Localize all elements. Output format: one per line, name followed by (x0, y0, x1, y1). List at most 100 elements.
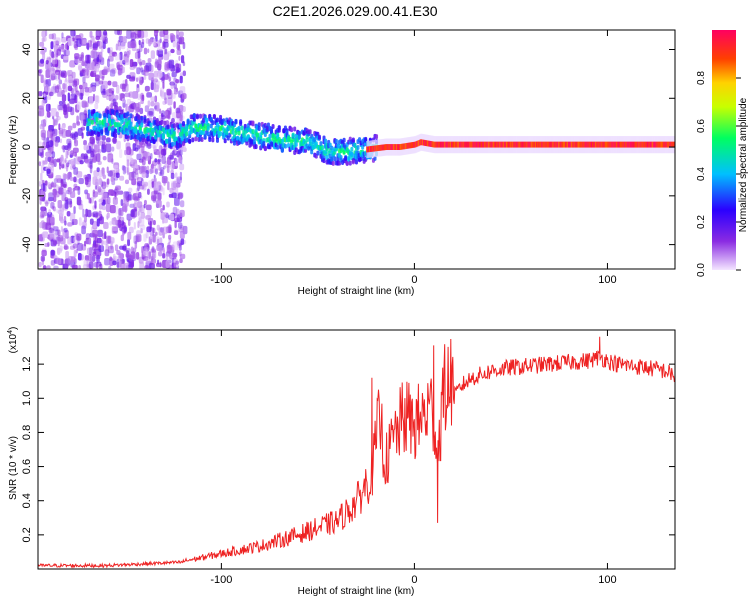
spectrogram-cell (96, 167, 100, 173)
spectrogram-cell (129, 121, 133, 127)
spectrogram-cell (45, 151, 52, 157)
spectrogram-cell (172, 123, 176, 129)
spectrogram-cell (89, 218, 94, 225)
spectrogram-cell (198, 113, 202, 119)
x-tick-label: -100 (210, 574, 232, 586)
spectrogram-cell (123, 166, 129, 173)
spectrogram-cell (109, 237, 115, 244)
spectrogram-cell (105, 243, 109, 251)
spectrogram-cell (139, 78, 143, 86)
spectrogram-cell (66, 162, 70, 168)
spectrogram-cell (87, 39, 93, 48)
spectrogram-cell (136, 230, 141, 236)
spectrogram-cell (67, 187, 73, 192)
spectrogram-cell (52, 206, 56, 212)
spectrogram-cell (89, 247, 94, 256)
spectrogram-cell (50, 41, 54, 50)
spectrogram-cell (143, 118, 147, 124)
spectrogram-cell (333, 156, 337, 162)
spectrogram-cell (178, 123, 182, 129)
spectrogram-cell (114, 244, 119, 252)
spectrogram-cell (144, 199, 147, 206)
spectrogram-cell (107, 125, 111, 131)
spectrogram-cell (58, 100, 64, 106)
spectrogram-cell (158, 145, 161, 152)
spectrogram-cell (138, 76, 143, 81)
spectrogram-cell (73, 86, 76, 94)
spectrogram-cell (45, 201, 49, 207)
spectrogram-cell (67, 103, 70, 112)
spectrogram-cell (143, 203, 146, 209)
spectrogram-cell (179, 258, 183, 264)
spectrogram-cell (351, 137, 355, 143)
spectrogram-cell (98, 113, 102, 119)
spectrogram-cell (159, 36, 162, 44)
spectrogram-cell (179, 253, 186, 260)
x-tick-label: 0 (411, 274, 417, 286)
spectrogram-cell (116, 250, 121, 255)
spectrogram-cell (50, 214, 55, 223)
spectrogram-cell (48, 234, 52, 240)
figure-title: C2E1.2026.029.00.41.E30 (272, 3, 437, 19)
spectrogram-cell (120, 40, 126, 50)
spectrogram-cell (308, 129, 312, 135)
spectrogram-cell (146, 111, 153, 117)
spectrogram-cell (48, 196, 54, 202)
snr-y-multiplier-close: ) (8, 327, 19, 330)
x-tick-label: 100 (598, 274, 616, 286)
spectrogram-cell (97, 229, 103, 238)
spectrogram-cell (167, 97, 173, 106)
spectrogram-cell (185, 127, 189, 133)
spectrogram-cell (55, 40, 59, 47)
spectrogram-cell (186, 119, 190, 125)
spectrogram-cell (114, 53, 121, 61)
spectrogram-cell (43, 36, 47, 42)
spectrogram-cell (166, 88, 172, 96)
spectrogram-cell (42, 160, 48, 165)
spectrogram-cell (112, 227, 119, 232)
spectrogram-cell (67, 125, 73, 131)
spectrogram-cell (59, 210, 64, 217)
spectrogram-cell (134, 199, 138, 205)
spectrogram-cell (234, 118, 238, 124)
spectrogram-cell (70, 30, 76, 37)
spectrogram-cell (170, 81, 174, 90)
spectrogram-cell (110, 97, 114, 106)
spectrogram-cell (168, 234, 172, 240)
spectrogram-cell (118, 260, 122, 268)
spectrogram-cell (100, 129, 104, 135)
spectrogram-cell (113, 172, 119, 181)
spectrogram-cell (179, 209, 185, 218)
spectrogram-cell (141, 172, 147, 178)
spectrogram-cell (174, 149, 177, 154)
spectrogram-cell (158, 251, 163, 257)
spectrogram-cell (52, 115, 55, 120)
spectrogram-cell (106, 137, 111, 143)
spectrogram-cell (297, 134, 301, 140)
y-tick-label: 1.2 (21, 356, 33, 371)
spectrogram-cell (40, 129, 46, 138)
spectrogram-cell (52, 195, 57, 202)
spectrogram-cell (132, 167, 137, 174)
spectrogram-cell (65, 189, 71, 195)
spectrogram-cell (175, 63, 180, 69)
spectrogram-cell (57, 247, 61, 256)
spectrogram-cell (130, 32, 137, 40)
spectrogram-cell (99, 170, 105, 178)
spectrogram-cell (95, 74, 100, 82)
spectrogram-cell (268, 133, 272, 139)
spectrogram-cell (108, 63, 115, 73)
spectrogram-cell (177, 222, 183, 229)
spectrogram-frame (37, 29, 676, 270)
spectrogram-cell (64, 220, 67, 226)
spectrogram-cell (171, 118, 175, 124)
spectrogram-cell (173, 101, 176, 109)
spectrogram-cell (108, 265, 112, 269)
spectrogram-cell (200, 137, 204, 143)
spectrogram-cell (162, 81, 165, 89)
spectrogram-cell (65, 250, 70, 260)
spectrogram-cell (57, 105, 64, 112)
spectrogram-cell (179, 230, 185, 239)
spectrogram-cell (44, 86, 49, 95)
spectrogram-cell (169, 81, 175, 86)
